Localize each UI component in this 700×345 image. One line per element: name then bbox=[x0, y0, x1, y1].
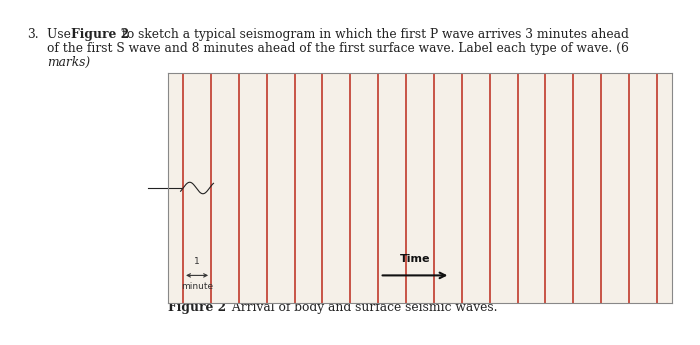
Text: Time: Time bbox=[400, 254, 430, 264]
Text: minute: minute bbox=[181, 282, 213, 291]
Text: Arrival of body and surface seismic waves.: Arrival of body and surface seismic wave… bbox=[228, 301, 498, 314]
Text: marks): marks) bbox=[47, 56, 90, 69]
Text: 3.: 3. bbox=[27, 28, 38, 41]
Text: of the first S wave and 8 minutes ahead of the first surface wave. Label each ty: of the first S wave and 8 minutes ahead … bbox=[47, 42, 629, 55]
Text: Figure 2: Figure 2 bbox=[168, 301, 226, 314]
Text: 1: 1 bbox=[194, 257, 200, 266]
Text: Use: Use bbox=[47, 28, 75, 41]
Text: to sketch a typical seismogram in which the first P wave arrives 3 minutes ahead: to sketch a typical seismogram in which … bbox=[118, 28, 629, 41]
Text: Figure 2: Figure 2 bbox=[71, 28, 129, 41]
